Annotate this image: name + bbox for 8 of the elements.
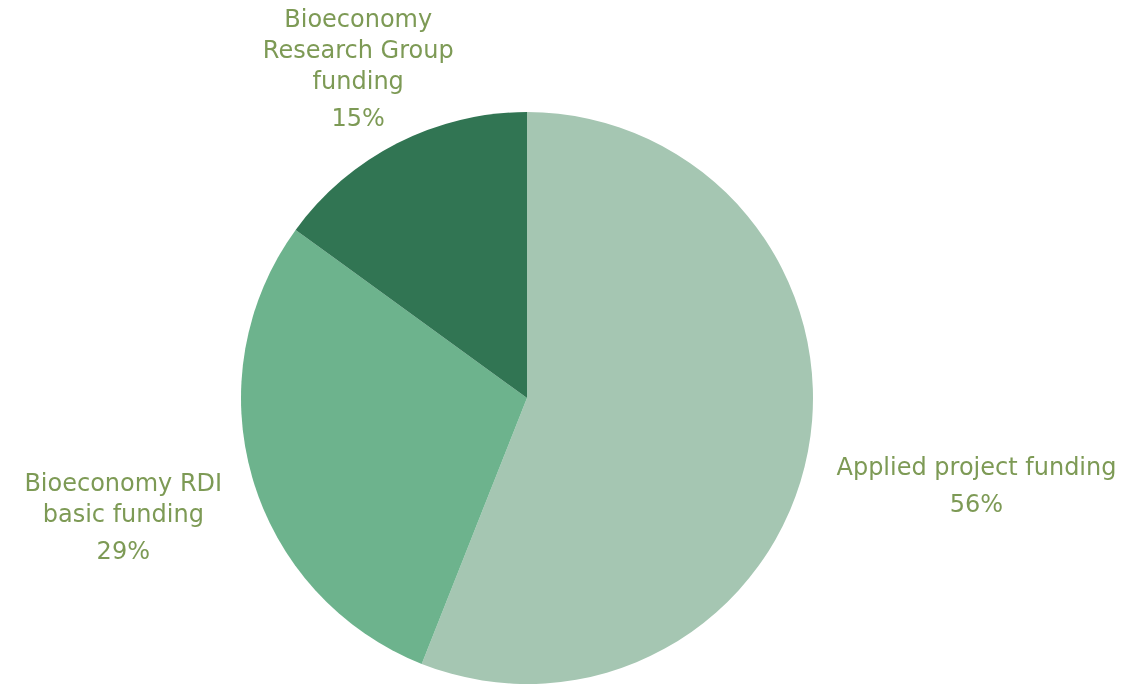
slice-label: Applied project funding (836, 453, 1117, 482)
data-label: 56% (949, 490, 1004, 519)
data-label: 29% (96, 537, 150, 566)
slice-label: Bioeconomy RDI basic funding (24, 469, 223, 529)
slice-label: Bioeconomy Research Group funding (262, 5, 454, 96)
pie-slice (241, 229, 527, 664)
pie-slice (421, 112, 813, 684)
data-label: 15% (331, 104, 385, 133)
